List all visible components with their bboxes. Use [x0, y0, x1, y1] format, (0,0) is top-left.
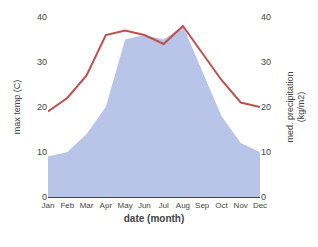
svg-text:Apr: Apr	[100, 201, 113, 210]
svg-text:40: 40	[261, 12, 271, 22]
svg-text:Oct: Oct	[215, 201, 228, 210]
svg-text:Feb: Feb	[60, 201, 74, 210]
svg-text:Aug: Aug	[176, 201, 190, 210]
svg-text:20: 20	[37, 102, 47, 112]
svg-text:med. precipitation(kg/m2): med. precipitation(kg/m2)	[285, 71, 307, 142]
svg-text:10: 10	[261, 147, 271, 157]
svg-text:Jul: Jul	[159, 201, 169, 210]
svg-text:Sep: Sep	[195, 201, 210, 210]
svg-text:0: 0	[261, 192, 266, 202]
svg-text:date (month): date (month)	[124, 213, 185, 224]
svg-text:May: May	[118, 201, 133, 210]
svg-text:Jun: Jun	[138, 201, 151, 210]
svg-text:Mar: Mar	[80, 201, 94, 210]
svg-text:30: 30	[261, 57, 271, 67]
svg-text:10: 10	[37, 147, 47, 157]
svg-text:Nov: Nov	[234, 201, 248, 210]
svg-text:20: 20	[261, 102, 271, 112]
svg-text:Dec: Dec	[253, 201, 267, 210]
svg-text:max temp (C): max temp (C)	[12, 80, 22, 135]
svg-text:40: 40	[37, 12, 47, 22]
svg-text:30: 30	[37, 57, 47, 67]
svg-text:0: 0	[42, 192, 47, 202]
svg-text:Jan: Jan	[42, 201, 55, 210]
